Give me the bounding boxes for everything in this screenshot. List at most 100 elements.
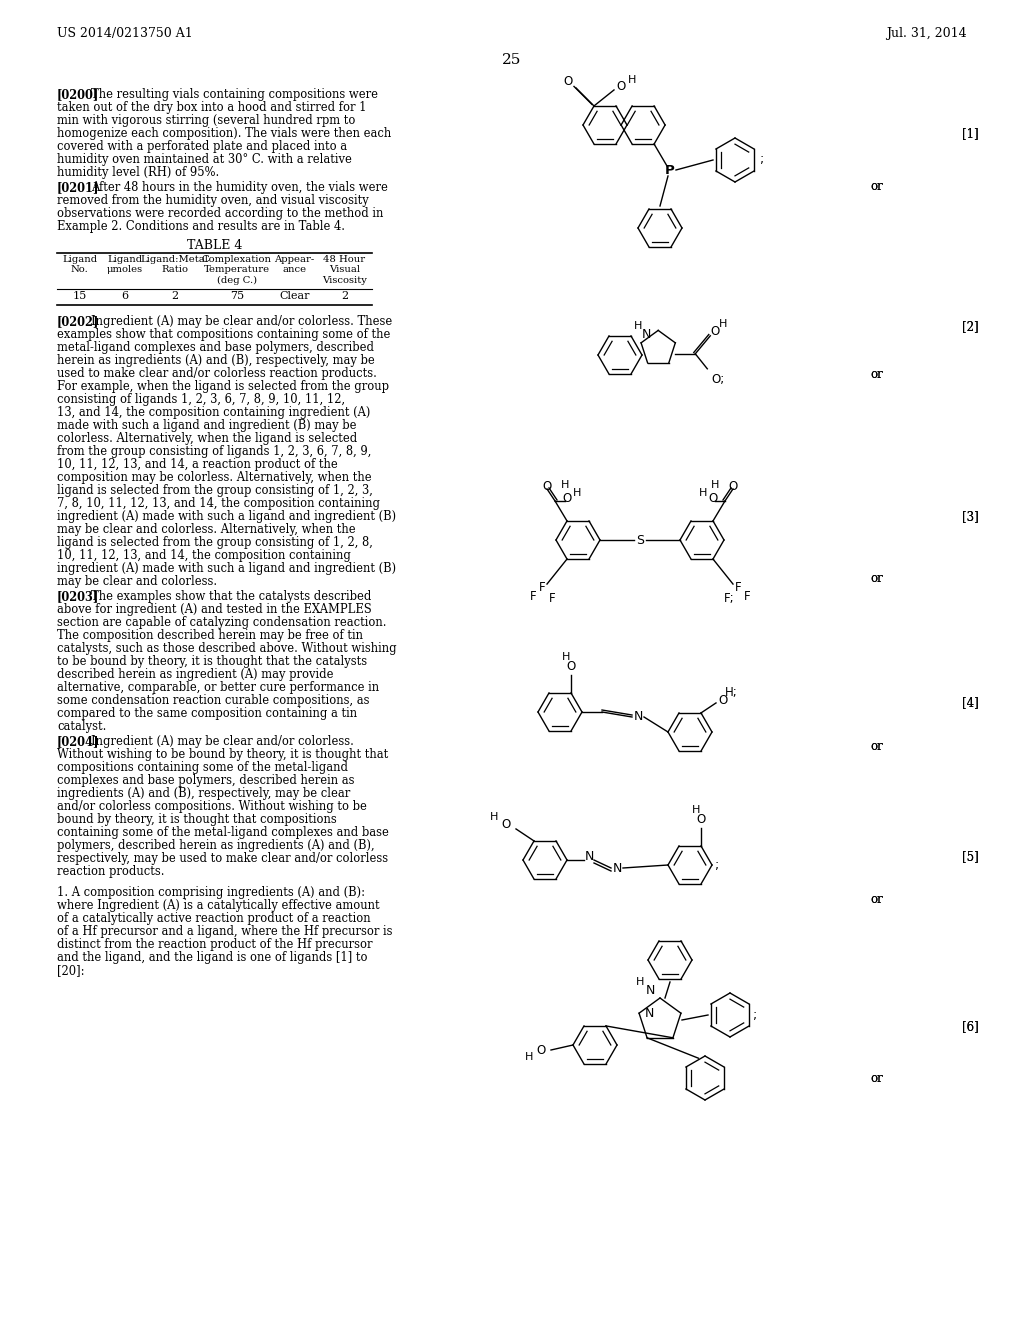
Text: Ratio: Ratio <box>161 265 188 275</box>
Text: Ligand: Ligand <box>106 255 142 264</box>
Text: The resulting vials containing compositions were: The resulting vials containing compositi… <box>91 88 378 102</box>
Text: observations were recorded according to the method in: observations were recorded according to … <box>57 207 383 220</box>
Text: Ingredient (A) may be clear and/or colorless. These: Ingredient (A) may be clear and/or color… <box>91 315 392 327</box>
Text: [6]: [6] <box>962 1020 979 1034</box>
Text: and the ligand, and the ligand is one of ligands [1] to: and the ligand, and the ligand is one of… <box>57 950 368 964</box>
Text: F;: F; <box>724 591 734 605</box>
Text: ligand is selected from the group consisting of 1, 2, 3,: ligand is selected from the group consis… <box>57 484 373 498</box>
Text: min with vigorous stirring (several hundred rpm to: min with vigorous stirring (several hund… <box>57 114 355 127</box>
Text: F: F <box>743 590 751 602</box>
Text: US 2014/0213750 A1: US 2014/0213750 A1 <box>57 26 193 40</box>
Text: polymers, described herein as ingredients (A) and (B),: polymers, described herein as ingredient… <box>57 840 375 851</box>
Text: humidity level (RH) of 95%.: humidity level (RH) of 95%. <box>57 166 219 180</box>
Text: (deg C.): (deg C.) <box>217 276 257 285</box>
Text: N: N <box>644 1007 653 1020</box>
Text: taken out of the dry box into a hood and stirred for 1: taken out of the dry box into a hood and… <box>57 102 367 114</box>
Text: or: or <box>870 894 883 906</box>
Text: No.: No. <box>71 265 88 275</box>
Text: composition may be colorless. Alternatively, when the: composition may be colorless. Alternativ… <box>57 471 372 484</box>
Text: [5]: [5] <box>962 850 979 863</box>
Text: from the group consisting of ligands 1, 2, 3, 6, 7, 8, 9,: from the group consisting of ligands 1, … <box>57 445 372 458</box>
Text: respectively, may be used to make clear and/or colorless: respectively, may be used to make clear … <box>57 851 388 865</box>
Text: H: H <box>561 480 569 490</box>
Text: 2: 2 <box>341 290 348 301</box>
Text: Complexation: Complexation <box>202 255 272 264</box>
Text: N: N <box>633 710 643 723</box>
Text: [6]: [6] <box>962 1020 979 1034</box>
Text: or: or <box>870 180 883 193</box>
Text: Appear-: Appear- <box>274 255 314 264</box>
Text: Viscosity: Viscosity <box>323 276 367 285</box>
Text: 1. A composition comprising ingredients (A) and (B):: 1. A composition comprising ingredients … <box>57 886 365 899</box>
Text: F: F <box>734 581 741 594</box>
Text: O: O <box>543 480 552 494</box>
Text: 75: 75 <box>230 290 244 301</box>
Text: catalyst.: catalyst. <box>57 719 106 733</box>
Text: consisting of ligands 1, 2, 3, 6, 7, 8, 9, 10, 11, 12,: consisting of ligands 1, 2, 3, 6, 7, 8, … <box>57 393 345 407</box>
Text: Jul. 31, 2014: Jul. 31, 2014 <box>887 26 967 40</box>
Text: H: H <box>525 1052 534 1063</box>
Text: or: or <box>870 741 883 752</box>
Text: [2]: [2] <box>962 319 979 333</box>
Text: ;: ; <box>715 858 719 871</box>
Text: Ligand:Metal: Ligand:Metal <box>140 255 209 264</box>
Text: above for ingredient (A) and tested in the EXAMPLES: above for ingredient (A) and tested in t… <box>57 603 372 616</box>
Text: Clear: Clear <box>280 290 309 301</box>
Text: The composition described herein may be free of tin: The composition described herein may be … <box>57 630 362 642</box>
Text: or: or <box>870 368 883 381</box>
Text: of a catalytically active reaction product of a reaction: of a catalytically active reaction produ… <box>57 912 371 925</box>
Text: H: H <box>572 488 582 498</box>
Text: 10, 11, 12, 13, and 14, a reaction product of the: 10, 11, 12, 13, and 14, a reaction produ… <box>57 458 338 471</box>
Text: F: F <box>539 581 546 594</box>
Text: O: O <box>719 694 728 708</box>
Text: or: or <box>870 572 883 585</box>
Text: compositions containing some of the metal-ligand: compositions containing some of the meta… <box>57 762 348 774</box>
Text: H: H <box>628 75 636 84</box>
Text: colorless. Alternatively, when the ligand is selected: colorless. Alternatively, when the ligan… <box>57 432 357 445</box>
Text: or: or <box>870 180 883 193</box>
Text: [20]:: [20]: <box>57 964 85 977</box>
Text: or: or <box>870 1072 883 1085</box>
Text: H;: H; <box>725 686 737 700</box>
Text: H: H <box>698 488 708 498</box>
Text: O: O <box>566 660 575 673</box>
Text: distinct from the reaction product of the Hf precursor: distinct from the reaction product of th… <box>57 939 373 950</box>
Text: N: N <box>645 983 654 997</box>
Text: may be clear and colorless. Alternatively, when the: may be clear and colorless. Alternativel… <box>57 523 355 536</box>
Text: used to make clear and/or colorless reaction products.: used to make clear and/or colorless reac… <box>57 367 377 380</box>
Text: or: or <box>870 1072 883 1085</box>
Text: Example 2. Conditions and results are in Table 4.: Example 2. Conditions and results are in… <box>57 220 345 234</box>
Text: N: N <box>585 850 594 862</box>
Text: ;: ; <box>760 153 764 166</box>
Text: 10, 11, 12, 13, and 14, the composition containing: 10, 11, 12, 13, and 14, the composition … <box>57 549 351 562</box>
Text: O: O <box>728 480 737 494</box>
Text: [0200]: [0200] <box>57 88 99 102</box>
Text: humidity oven maintained at 30° C. with a relative: humidity oven maintained at 30° C. with … <box>57 153 352 166</box>
Text: [4]: [4] <box>962 696 979 709</box>
Text: ligand is selected from the group consisting of 1, 2, 8,: ligand is selected from the group consis… <box>57 536 373 549</box>
Text: O: O <box>709 492 718 506</box>
Text: or: or <box>870 368 883 381</box>
Text: The examples show that the catalysts described: The examples show that the catalysts des… <box>91 590 372 603</box>
Text: F: F <box>549 591 555 605</box>
Text: 25: 25 <box>503 53 521 67</box>
Text: H: H <box>719 319 727 329</box>
Text: μmoles: μmoles <box>106 265 142 275</box>
Text: or: or <box>870 894 883 906</box>
Text: homogenize each composition). The vials were then each: homogenize each composition). The vials … <box>57 127 391 140</box>
Text: [1]: [1] <box>962 127 979 140</box>
Text: alternative, comparable, or better cure performance in: alternative, comparable, or better cure … <box>57 681 379 694</box>
Text: [4]: [4] <box>962 696 979 709</box>
Text: Temperature: Temperature <box>204 265 270 275</box>
Text: ;: ; <box>753 1008 757 1022</box>
Text: H: H <box>489 812 499 822</box>
Text: [3]: [3] <box>962 510 979 523</box>
Text: P: P <box>666 164 675 177</box>
Text: O: O <box>711 325 720 338</box>
Text: ingredient (A) made with such a ligand and ingredient (B): ingredient (A) made with such a ligand a… <box>57 510 396 523</box>
Text: TABLE 4: TABLE 4 <box>187 239 243 252</box>
Text: metal-ligand complexes and base polymers, described: metal-ligand complexes and base polymers… <box>57 341 374 354</box>
Text: 48 Hour: 48 Hour <box>324 255 366 264</box>
Text: made with such a ligand and ingredient (B) may be: made with such a ligand and ingredient (… <box>57 418 356 432</box>
Text: removed from the humidity oven, and visual viscosity: removed from the humidity oven, and visu… <box>57 194 369 207</box>
